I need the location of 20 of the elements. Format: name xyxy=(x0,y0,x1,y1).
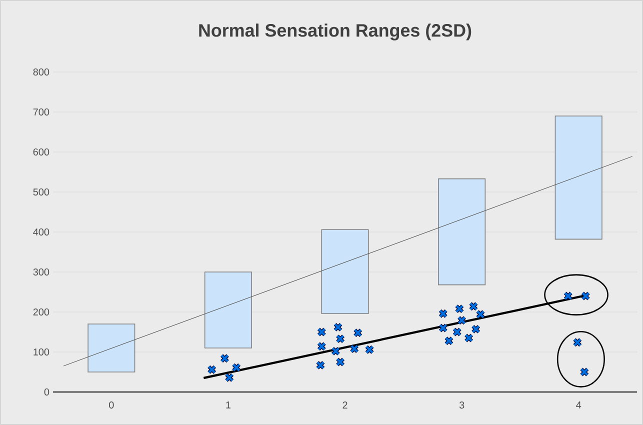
y-tick-label: 500 xyxy=(33,188,50,196)
x-tick-label: 1 xyxy=(226,402,230,408)
y-tick-label: 400 xyxy=(33,228,50,236)
x-tick-label: 3 xyxy=(459,402,464,409)
y-tick-label: 800 xyxy=(33,68,50,76)
bar xyxy=(204,272,252,348)
bar xyxy=(554,116,602,240)
y-tick-label: 200 xyxy=(33,308,50,316)
y-tick-label: 100 xyxy=(34,348,50,356)
y-tick-label: 700 xyxy=(33,108,50,116)
y-tick-label: 0 xyxy=(44,388,50,396)
x-tick-label: 0 xyxy=(109,402,114,409)
chart-title: Normal Sensation Ranges (2SD) xyxy=(199,24,472,40)
x-tick-label: 2 xyxy=(342,402,348,408)
y-tick-label: 600 xyxy=(33,148,50,156)
bar xyxy=(438,178,486,286)
bar xyxy=(88,324,136,372)
x-tick-label: 4 xyxy=(576,402,582,408)
bar xyxy=(321,229,369,314)
y-tick-label: 300 xyxy=(33,268,50,276)
